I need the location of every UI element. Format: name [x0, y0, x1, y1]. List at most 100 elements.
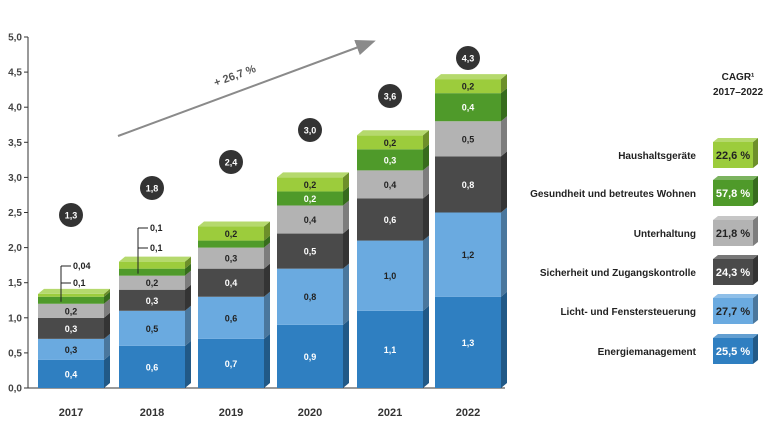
callout-label: 0,1: [150, 243, 163, 253]
legend-item: Energiemanagement 25,5 %: [598, 334, 758, 364]
bar-segment: 0,9: [277, 319, 349, 388]
bar-side: [343, 172, 349, 192]
legend-label: Gesundheit und betreutes Wohnen: [530, 189, 696, 200]
bar-side: [501, 116, 507, 157]
bar-segment: [38, 288, 110, 297]
bar-side: [104, 298, 110, 318]
segment-label: 0,2: [146, 278, 159, 288]
legend-swatch-side: [753, 255, 758, 285]
bar-segment: 0,6: [119, 340, 191, 388]
bar-segment: 1,3: [435, 291, 507, 388]
segment-label: 0,8: [462, 180, 475, 190]
legend-label: Haushaltsgeräte: [618, 151, 696, 162]
legend-swatch: [713, 180, 753, 206]
bar-segment: 0,2: [277, 172, 349, 192]
bar-face: [435, 156, 501, 213]
callout-label: 0,1: [150, 223, 163, 233]
legend-item: Sicherheit und Zugangskontrolle 24,3 %: [540, 255, 758, 285]
callout-label: 0,1: [73, 278, 86, 288]
bar-face: [198, 296, 264, 339]
segment-label: 0,2: [65, 306, 78, 316]
bar-segment: [119, 263, 191, 276]
y-tick-label: 2,5: [8, 208, 22, 219]
legend-cagr-value: 21,8 %: [716, 228, 750, 240]
bar-segment: [38, 291, 110, 304]
legend-swatch-top: [713, 294, 758, 298]
cagr-header: CAGR¹: [722, 72, 755, 83]
bar-segment: 0,3: [119, 284, 191, 311]
bar-segment: 1,0: [357, 235, 429, 311]
legend-swatch-side: [753, 216, 758, 246]
bar-top: [357, 130, 429, 136]
segment-label: 1,1: [384, 345, 397, 355]
bar-side: [185, 263, 191, 276]
bar-side: [501, 207, 507, 297]
bar-face: [277, 177, 343, 192]
segment-label: 0,3: [225, 254, 238, 264]
legend-item: Gesundheit und betreutes Wohnen 57,8 %: [530, 176, 758, 206]
bar-side: [264, 221, 270, 241]
bar-face: [38, 293, 104, 297]
y-tick-label: 1,5: [8, 278, 22, 289]
bar-face: [119, 261, 185, 269]
trend-arrow: [117, 40, 376, 137]
y-tick-label: 3,0: [8, 173, 22, 184]
bar-segment: 0,4: [198, 263, 270, 297]
y-tick-label: 0,0: [8, 384, 22, 395]
segment-label: 0,2: [384, 138, 397, 148]
bar-side: [185, 284, 191, 311]
legend-item: Haushaltsgeräte 22,6 %: [618, 138, 758, 168]
bar-segment: 0,5: [119, 305, 191, 346]
bar-top: [277, 172, 349, 178]
bar-face: [38, 296, 104, 304]
segment-label: 0,3: [65, 324, 78, 334]
segment-label: 0,6: [225, 313, 238, 323]
bar-top: [119, 256, 191, 262]
legend-label: Unterhaltung: [634, 229, 696, 240]
bar-segment: 0,4: [277, 200, 349, 234]
total-circle: [456, 46, 480, 70]
bar-side: [423, 305, 429, 388]
bar-segment: 0,8: [435, 151, 507, 213]
legend-swatch-top: [713, 334, 758, 338]
bar-segment: 0,4: [38, 354, 110, 388]
segment-label: 0,5: [146, 324, 159, 334]
bar-side: [423, 165, 429, 199]
legend-swatch-side: [753, 334, 758, 364]
bar-side: [343, 228, 349, 269]
legend-cagr-value: 24,3 %: [716, 267, 750, 279]
bar-segment: 0,2: [277, 186, 349, 206]
bar-side: [264, 242, 270, 269]
segment-label: 0,3: [146, 296, 159, 306]
total-label: 2,4: [225, 158, 238, 168]
bar-segment: 0,6: [198, 291, 270, 339]
bar-side: [343, 200, 349, 234]
x-tick-label: 2020: [298, 407, 322, 419]
segment-label: 0,2: [304, 180, 317, 190]
bar-side: [104, 333, 110, 360]
legend-swatch: [713, 338, 753, 364]
bar-segment: [198, 235, 270, 248]
bar-side: [264, 235, 270, 248]
bar-segment: 0,5: [435, 116, 507, 157]
legend-label: Sicherheit und Zugangskontrolle: [540, 268, 697, 279]
segment-label: 0,6: [146, 362, 159, 372]
total-bubble: 3,0: [298, 118, 322, 142]
bar-face: [38, 303, 104, 318]
bar-segment: 0,3: [38, 333, 110, 360]
x-tick-label: 2017: [59, 407, 83, 419]
bar-face: [357, 170, 423, 199]
y-tick-label: 0,5: [8, 348, 22, 359]
segment-label: 1,0: [384, 271, 397, 281]
bar-face: [277, 233, 343, 269]
segment-label: 0,9: [304, 352, 317, 362]
bar-face: [119, 289, 185, 311]
total-label: 3,6: [384, 92, 397, 102]
legend-swatch: [713, 259, 753, 285]
bar-face: [119, 268, 185, 276]
y-tick-label: 4,5: [8, 68, 22, 79]
segment-label: 0,4: [384, 180, 397, 190]
bar-side: [343, 319, 349, 388]
segment-label: 0,7: [225, 359, 238, 369]
